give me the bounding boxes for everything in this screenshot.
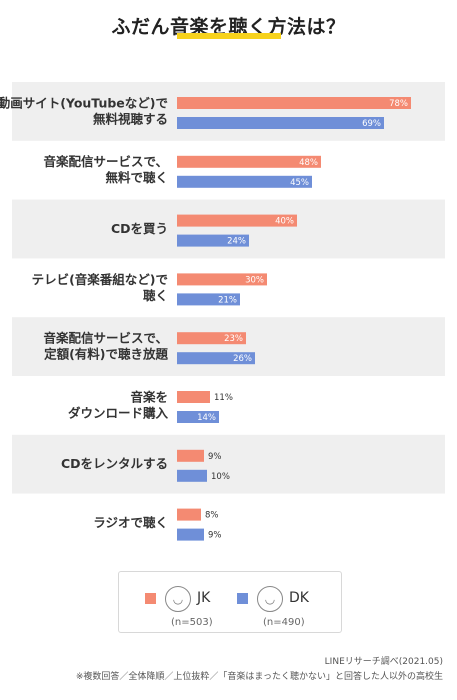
value-label-dk: 45% — [290, 178, 309, 188]
bar-jk — [177, 155, 321, 168]
legend-item-jk: ◡ JK (n=503) — [145, 586, 245, 632]
row-background — [12, 434, 445, 494]
source-note: LINEリサーチ調べ(2021.05) — [324, 657, 443, 667]
value-label-jk: 23% — [224, 334, 243, 344]
legend-swatch-jk — [145, 593, 156, 604]
category-label: 音楽をダウンロード購入 — [68, 389, 169, 420]
bar-jk — [177, 332, 246, 345]
bar-jk — [177, 273, 267, 286]
bar-dk — [177, 352, 255, 365]
bar-dk — [177, 411, 219, 423]
value-label-jk: 9% — [208, 452, 222, 462]
category-label: CDを買う — [111, 221, 168, 236]
category-label: テレビ(音楽番組など)で聴く — [32, 272, 168, 303]
legend: ◡ JK (n=503) ◡ DK (n=490) — [118, 571, 342, 633]
value-label-jk: 8% — [205, 511, 219, 521]
value-label-jk: 48% — [299, 158, 318, 168]
category-label: CDをレンタルする — [61, 456, 168, 471]
bar-dk — [177, 293, 240, 306]
value-label-dk: 26% — [233, 354, 252, 364]
bar-jk — [177, 97, 411, 109]
value-label-dk: 21% — [218, 295, 237, 305]
value-label-dk: 9% — [208, 531, 222, 541]
legend-n-jk: (n=503) — [171, 617, 213, 628]
bar-jk — [177, 391, 210, 403]
bar-dk — [177, 117, 384, 129]
footnote: ※複数回答／全体降順／上位抜粋／「音楽はまったく聴かない」と回答した人以外の高校… — [75, 672, 443, 682]
value-label-dk: 69% — [362, 119, 381, 129]
legend-swatch-dk — [237, 593, 248, 604]
value-label-jk: 40% — [275, 217, 294, 227]
value-label-jk: 78% — [389, 99, 408, 109]
value-label-dk: 24% — [227, 237, 246, 247]
dk-avatar-icon: ◡ — [257, 586, 283, 612]
category-label: 音楽配信サービスで、定額(有料)で聴き放題 — [43, 331, 168, 362]
legend-label-jk: JK — [197, 590, 211, 606]
legend-n-dk: (n=490) — [263, 617, 305, 628]
jk-avatar-icon: ◡ — [165, 586, 191, 612]
bar-jk — [177, 508, 201, 521]
value-label-jk: 30% — [245, 275, 264, 285]
bar-dk — [177, 234, 249, 247]
value-label-jk: 11% — [214, 393, 233, 403]
category-label: 動画サイト(YouTubeなど)で無料視聴する — [0, 95, 168, 126]
bar-dk — [177, 469, 207, 482]
legend-label-dk: DK — [289, 590, 309, 606]
value-label-dk: 10% — [211, 472, 230, 482]
legend-item-dk: ◡ DK (n=490) — [237, 586, 337, 632]
category-label: 音楽配信サービスで、無料で聴く — [43, 154, 168, 185]
row-background — [12, 82, 445, 141]
bar-jk — [177, 214, 297, 227]
value-label-dk: 14% — [197, 413, 216, 423]
bar-chart: 動画サイト(YouTubeなど)で無料視聴する 78% 69% 音楽配信サービスで、無… — [0, 82, 445, 541]
title-underline — [177, 33, 281, 39]
chart-title: ふだん音楽を聴く方法は？ — [111, 16, 346, 38]
bar-dk — [177, 528, 204, 541]
row-background — [12, 317, 445, 376]
row-background — [12, 199, 445, 259]
bar-jk — [177, 449, 204, 462]
bar-dk — [177, 175, 312, 188]
category-label: ラジオで聴く — [93, 515, 168, 530]
